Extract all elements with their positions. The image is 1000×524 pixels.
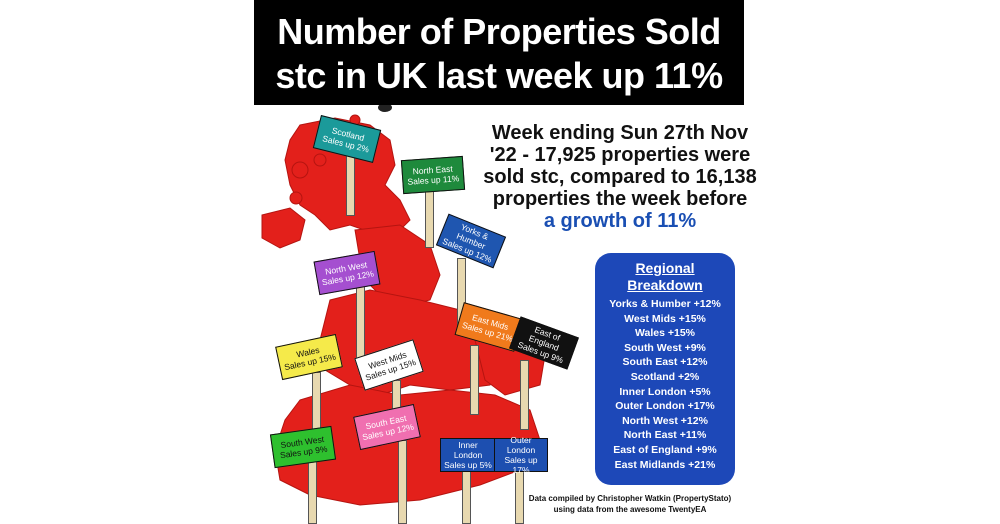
list-item: Outer London +17%	[615, 400, 715, 413]
list-item: Scotland +2%	[630, 370, 700, 383]
regional-title: Regional Breakdown	[627, 260, 703, 293]
list-item: Yorks & Humber +12%	[609, 298, 721, 310]
signpost-pole	[346, 150, 355, 216]
sign-inner-london: Inner London Sales up 5%	[440, 438, 496, 472]
headline-line: '22 - 17,925 properties were	[489, 144, 751, 166]
signpost-pole	[470, 345, 479, 415]
growth-highlight: a growth of 11%	[543, 210, 697, 232]
list-item: North East +11%	[623, 429, 707, 442]
headline-line: properties the week before	[492, 188, 748, 210]
headline-line: Week ending Sun 27th Nov	[491, 122, 749, 144]
credit-line: using data from the awesome TwentyEA	[553, 505, 707, 514]
list-item: South East +12%	[622, 356, 708, 369]
speech-dot	[378, 103, 392, 112]
signpost-pole	[398, 440, 407, 524]
headline-text: Week ending Sun 27th Nov '22 - 17,925 pr…	[475, 122, 765, 232]
data-credit: Data compiled by Christopher Watkin (Pro…	[520, 493, 740, 515]
sign-outer-london: Outer London Sales up 17%	[494, 435, 548, 475]
list-item: West Mids +15%	[624, 312, 706, 325]
headline-line: sold stc, compared to 16,138	[483, 166, 757, 188]
signpost-pole	[462, 468, 471, 524]
regional-list: Yorks & Humber +12% West Mids +15% Wales…	[595, 297, 735, 472]
title-banner: Number of Properties Sold stc in UK last…	[254, 0, 744, 105]
regional-breakdown-box: Regional Breakdown Yorks & Humber +12% W…	[595, 253, 735, 485]
title-line-2: stc in UK last week up 11%	[275, 55, 723, 96]
signpost-pole	[308, 460, 317, 524]
list-item: South West +9%	[624, 341, 706, 354]
list-item: North West +12%	[622, 414, 708, 427]
sign-north-east: North East Sales up 11%	[400, 155, 466, 195]
title-line-1: Number of Properties Sold	[277, 11, 721, 52]
signpost-pole	[520, 360, 529, 430]
list-item: Inner London +5%	[619, 385, 711, 398]
credit-line: Data compiled by Christopher Watkin (Pro…	[528, 494, 732, 503]
signpost-pole	[312, 372, 321, 432]
list-item: East Midlands +21%	[614, 458, 716, 471]
signpost-pole	[425, 188, 434, 248]
list-item: East of England +9%	[613, 443, 717, 456]
list-item: Wales +15%	[634, 327, 696, 340]
signpost-pole	[356, 285, 365, 365]
